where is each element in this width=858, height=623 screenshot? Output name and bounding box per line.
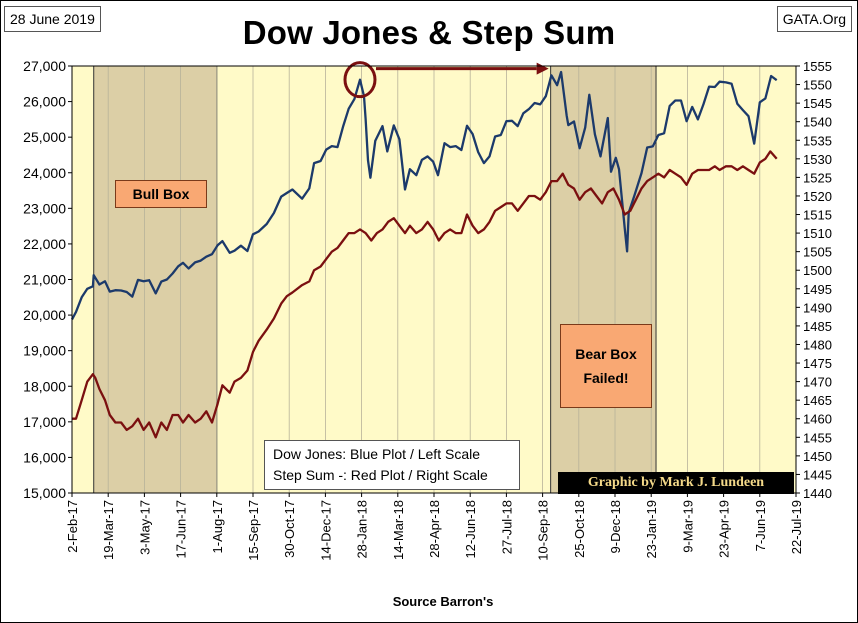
- left-tick-label: 27,000: [23, 58, 66, 74]
- x-tick-label: 19-Mar-17: [101, 500, 116, 560]
- x-tick-label: 22-Jul-19: [789, 500, 804, 554]
- right-tick-label: 1475: [803, 356, 832, 371]
- right-tick-label: 1455: [803, 430, 832, 445]
- right-tick-label: 1500: [803, 263, 832, 278]
- right-tick-label: 1490: [803, 300, 832, 315]
- right-tick-label: 1485: [803, 319, 832, 334]
- right-tick-label: 1530: [803, 152, 832, 167]
- x-tick-label: 23-Jan-19: [644, 500, 659, 559]
- legend-line-dow: Dow Jones: Blue Plot / Left Scale: [273, 446, 480, 462]
- bear-box-label: Bear Box Failed!: [560, 324, 652, 408]
- left-tick-label: 19,000: [23, 343, 66, 359]
- x-tick-label: 27-Jul-18: [499, 500, 514, 554]
- x-tick-label: 14-Dec-17: [318, 500, 333, 561]
- right-tick-label: 1555: [803, 59, 832, 74]
- x-tick-label: 30-Oct-17: [282, 500, 297, 558]
- left-tick-label: 25,000: [23, 129, 66, 145]
- legend-line-step: Step Sum -: Red Plot / Right Scale: [273, 467, 488, 483]
- right-tick-label: 1545: [803, 96, 832, 111]
- bull-box-label: Bull Box: [115, 180, 207, 208]
- left-tick-label: 23,000: [23, 200, 66, 216]
- credit-label: Graphic by Mark J. Lundeen: [558, 472, 794, 494]
- x-tick-label: 23-Apr-19: [717, 500, 732, 558]
- right-tick-label: 1495: [803, 282, 832, 297]
- right-tick-label: 1445: [803, 467, 832, 482]
- left-tick-label: 24,000: [23, 165, 66, 181]
- left-tick-label: 21,000: [23, 272, 66, 288]
- left-tick-label: 17,000: [23, 414, 66, 430]
- right-tick-label: 1550: [803, 78, 832, 93]
- shaded-box-1: [93, 65, 218, 494]
- right-tick-label: 1515: [803, 208, 832, 223]
- x-tick-label: 14-Mar-18: [391, 500, 406, 560]
- x-tick-label: 9-Dec-18: [608, 500, 623, 553]
- left-tick-label: 18,000: [23, 378, 66, 394]
- right-tick-label: 1450: [803, 449, 832, 464]
- chart-title: Dow Jones & Step Sum: [242, 14, 616, 51]
- left-tick-label: 22,000: [23, 236, 66, 252]
- left-tick-label: 20,000: [23, 307, 66, 323]
- left-tick-label: 15,000: [23, 485, 66, 501]
- x-tick-label: 7-Jun-19: [753, 500, 768, 551]
- date-label: 28 June 2019: [4, 6, 101, 32]
- x-tick-label: 12-Jun-18: [463, 500, 478, 559]
- right-tick-label: 1480: [803, 337, 832, 352]
- x-tick-label: 28-Jan-18: [355, 500, 370, 559]
- x-tick-label: 17-Jun-17: [174, 500, 189, 559]
- x-tick-label: 1-Aug-17: [210, 500, 225, 553]
- dow-jones-line: [70, 70, 778, 320]
- legend-box: Dow Jones: Blue Plot / Left Scale Step S…: [264, 440, 520, 490]
- site-label: GATA.Org: [776, 6, 852, 32]
- right-tick-label: 1440: [803, 486, 832, 501]
- x-tick-label: 9-Mar-19: [680, 500, 695, 553]
- right-tick-label: 1510: [803, 226, 832, 241]
- bear-box-line1: Bear Box: [575, 346, 637, 362]
- right-tick-label: 1505: [803, 245, 832, 260]
- x-tick-label: 2-Feb-17: [65, 500, 80, 553]
- x-tick-label: 28-Apr-18: [427, 500, 442, 558]
- peak-circle: [343, 61, 377, 99]
- right-tick-label: 1540: [803, 115, 832, 130]
- right-tick-label: 1520: [803, 189, 832, 204]
- shaded-box-2: [550, 65, 657, 494]
- step-sum-line: [72, 150, 778, 439]
- right-tick-label: 1460: [803, 412, 832, 427]
- right-tick-label: 1470: [803, 375, 832, 390]
- x-tick-label: 3-May-17: [137, 500, 152, 555]
- x-tick-label: 10-Sep-18: [536, 500, 551, 561]
- left-tick-label: 26,000: [23, 94, 66, 110]
- source-label: Source Barron's: [392, 594, 494, 609]
- bear-box-line2: Failed!: [583, 370, 629, 386]
- right-tick-label: 1525: [803, 170, 832, 185]
- x-tick-label: 25-Oct-18: [572, 500, 587, 558]
- right-tick-label: 1465: [803, 393, 832, 408]
- x-tick-label: 15-Sep-17: [246, 500, 261, 561]
- right-tick-label: 1535: [803, 133, 832, 148]
- left-tick-label: 16,000: [23, 449, 66, 465]
